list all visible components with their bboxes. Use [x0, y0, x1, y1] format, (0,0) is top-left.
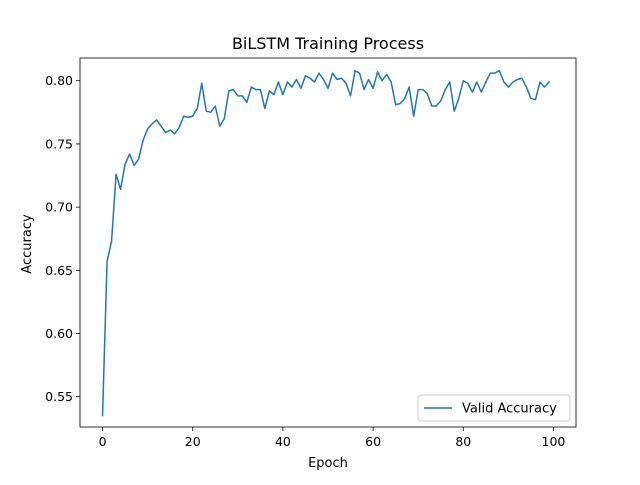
x-tick-label: 40 [275, 434, 291, 449]
x-tick-label: 60 [365, 434, 381, 449]
y-tick-label: 0.75 [45, 136, 73, 151]
y-tick-label: 0.70 [45, 200, 73, 215]
y-tick-label: 0.60 [45, 326, 73, 341]
x-tick-label: 80 [455, 434, 471, 449]
plot-area [79, 57, 577, 428]
legend: Valid Accuracy [417, 394, 571, 422]
y-axis-label: Accuracy [20, 214, 35, 274]
plot-frame [79, 57, 577, 428]
y-tick-label: 0.65 [45, 263, 73, 278]
x-tick-label: 0 [99, 434, 107, 449]
y-axis: 0.55 0.60 0.65 0.70 0.75 0.80 [45, 73, 80, 404]
x-axis: 0 20 40 60 80 100 [99, 427, 566, 449]
y-tick-label: 0.55 [45, 389, 73, 404]
y-tick-label: 0.80 [45, 73, 73, 88]
x-axis-label: Epoch [308, 456, 348, 471]
x-tick-label: 100 [542, 434, 566, 449]
legend-box [417, 394, 571, 422]
legend-label-valid-accuracy: Valid Accuracy [462, 402, 557, 417]
x-tick-label: 20 [185, 434, 201, 449]
chart-title: BiLSTM Training Process [232, 34, 424, 53]
series-line-valid-accuracy [101, 69, 551, 417]
